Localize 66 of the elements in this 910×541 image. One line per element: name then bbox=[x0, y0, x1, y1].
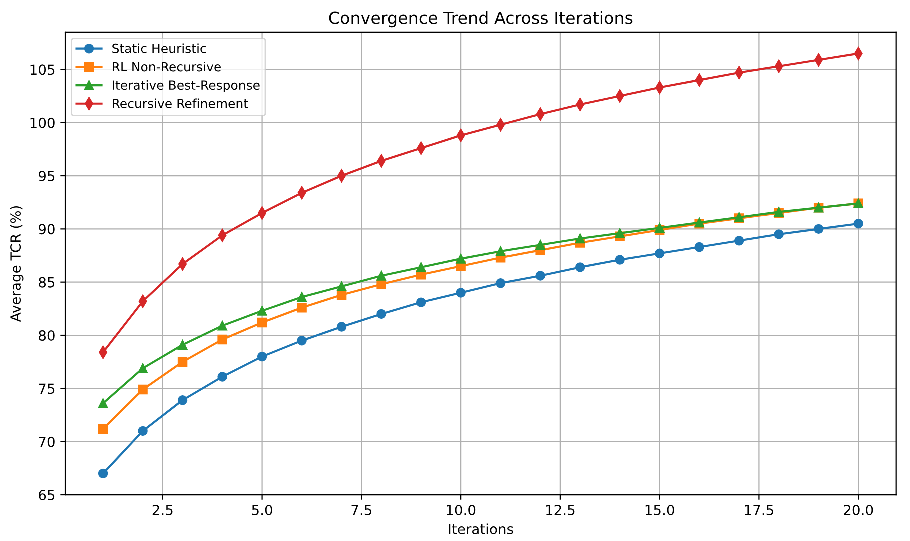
y-tick-label: 85 bbox=[39, 277, 55, 288]
point bbox=[98, 398, 108, 408]
point bbox=[854, 219, 864, 229]
point bbox=[257, 306, 268, 316]
y-tick-label: 80 bbox=[39, 330, 55, 341]
y-tick-label: 100 bbox=[30, 118, 55, 128]
legend-label: Recursive Refinement bbox=[112, 98, 248, 108]
point bbox=[496, 278, 506, 288]
point bbox=[575, 262, 586, 272]
point bbox=[297, 303, 307, 313]
point bbox=[575, 234, 586, 244]
x-tick-label: 17.5 bbox=[745, 505, 774, 516]
point bbox=[694, 242, 704, 252]
point bbox=[774, 230, 784, 240]
y-tick-label: 90 bbox=[39, 224, 55, 235]
point bbox=[297, 336, 307, 346]
y-tick-label: 75 bbox=[39, 384, 55, 394]
point bbox=[98, 424, 108, 434]
point bbox=[376, 280, 386, 290]
legend-label: Iterative Best-Response bbox=[112, 80, 260, 93]
y-tick-label: 70 bbox=[39, 436, 55, 448]
y-tick-label: 95 bbox=[39, 170, 55, 182]
y-tick-label: 65 bbox=[39, 490, 55, 500]
legend-label: RL Non-Recursive bbox=[112, 62, 221, 72]
point bbox=[178, 396, 188, 406]
point bbox=[456, 254, 466, 264]
point bbox=[456, 288, 466, 298]
x-tick-label: 15.0 bbox=[646, 504, 674, 516]
point bbox=[178, 357, 188, 367]
point bbox=[336, 322, 347, 332]
point bbox=[178, 340, 188, 350]
point bbox=[615, 255, 625, 265]
x-tick-label: 10.0 bbox=[447, 504, 476, 516]
point bbox=[257, 318, 268, 328]
point bbox=[416, 262, 426, 272]
point bbox=[218, 321, 228, 331]
y-axis-title: Average TCR (%) bbox=[10, 206, 24, 322]
point bbox=[654, 223, 665, 233]
point bbox=[536, 240, 546, 250]
point bbox=[257, 352, 268, 362]
x-tick-label: 5.0 bbox=[252, 504, 272, 516]
y-tick-label: 105 bbox=[30, 64, 55, 76]
x-tick-label: 12.5 bbox=[546, 504, 575, 516]
x-tick-label: 20.0 bbox=[844, 504, 874, 516]
point bbox=[376, 309, 386, 320]
point bbox=[654, 248, 665, 258]
point bbox=[416, 298, 426, 308]
point bbox=[336, 282, 347, 292]
legend-label: Static Heuristic bbox=[112, 44, 206, 54]
point bbox=[814, 224, 824, 234]
point bbox=[376, 271, 386, 281]
chart-title: Convergence Trend Across Iterations bbox=[329, 11, 633, 28]
point bbox=[297, 292, 307, 302]
x-axis-title: Iterations bbox=[449, 524, 514, 534]
point bbox=[218, 334, 228, 345]
x-tick-label: 7.5 bbox=[352, 505, 372, 516]
point bbox=[218, 372, 228, 382]
point bbox=[98, 468, 108, 479]
point bbox=[138, 384, 148, 395]
point bbox=[615, 228, 625, 238]
point bbox=[536, 271, 546, 281]
point bbox=[496, 246, 506, 256]
point bbox=[734, 236, 744, 246]
x-tick-label: 2.5 bbox=[152, 504, 173, 516]
point bbox=[138, 426, 148, 436]
point bbox=[138, 364, 148, 374]
